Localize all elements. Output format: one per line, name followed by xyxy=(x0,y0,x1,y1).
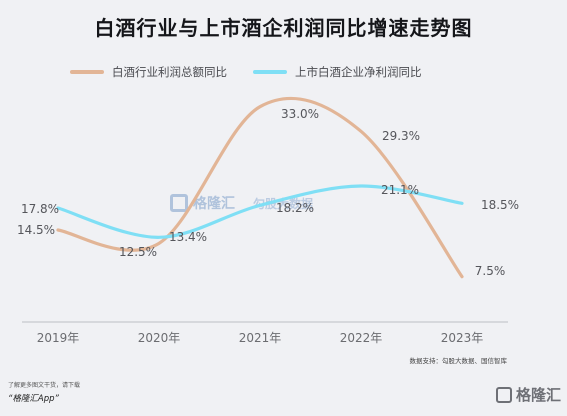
data-label: 33.0% xyxy=(281,107,319,121)
data-label: 21.1% xyxy=(381,183,419,197)
x-tick-label: 2023年 xyxy=(441,331,484,345)
data-label: 29.3% xyxy=(382,129,420,143)
watermark: 格隆汇 勾股大数据 xyxy=(170,193,313,213)
chart-title: 白酒行业与上市酒企利润同比增速走势图 xyxy=(94,16,473,40)
logo-icon xyxy=(495,386,512,403)
x-tick-label: 2019年 xyxy=(37,331,80,345)
footer-download-note: 了解更多图文干货，请下载 “格隆汇App” xyxy=(8,380,80,404)
watermark-text: 格隆汇 xyxy=(193,196,235,212)
x-tick-label: 2020年 xyxy=(138,331,181,345)
watermark-logo-icon xyxy=(170,194,188,212)
legend-item-listed: 上市白酒企业净利润同比 xyxy=(253,64,422,80)
footer-line2: “格隆汇App” xyxy=(8,394,59,404)
series-line-industry xyxy=(56,96,464,279)
data-label: 18.2% xyxy=(276,201,314,215)
footer-line1: 了解更多图文干货，请下载 xyxy=(8,382,81,389)
data-label: 17.8% xyxy=(21,202,59,216)
legend-label-industry: 白酒行业利润总额同比 xyxy=(112,65,227,79)
data-label: 7.5% xyxy=(475,264,506,278)
data-label: 14.5% xyxy=(17,223,55,237)
x-tick-label: 2021年 xyxy=(239,331,282,345)
legend-label-listed: 上市白酒企业净利润同比 xyxy=(295,65,422,79)
source-note: 数据支持：勾股大数据、国信智库 xyxy=(409,357,508,365)
data-label: 13.4% xyxy=(169,230,207,244)
legend-swatch-listed xyxy=(253,70,287,74)
x-tick-label: 2022年 xyxy=(340,331,383,345)
legend-swatch-industry xyxy=(70,70,104,74)
series-line-listed xyxy=(56,184,464,239)
watermark-sub-text: 勾股大数据 xyxy=(253,196,314,211)
legend-item-industry: 白酒行业利润总额同比 xyxy=(70,64,227,80)
footer-logo: 格隆汇 xyxy=(495,384,561,405)
data-label: 12.5% xyxy=(119,245,157,259)
data-label: 18.5% xyxy=(481,198,519,212)
footer-logo-text: 格隆汇 xyxy=(515,386,561,404)
legend: 白酒行业利润总额同比 上市白酒企业净利润同比 xyxy=(70,64,448,80)
